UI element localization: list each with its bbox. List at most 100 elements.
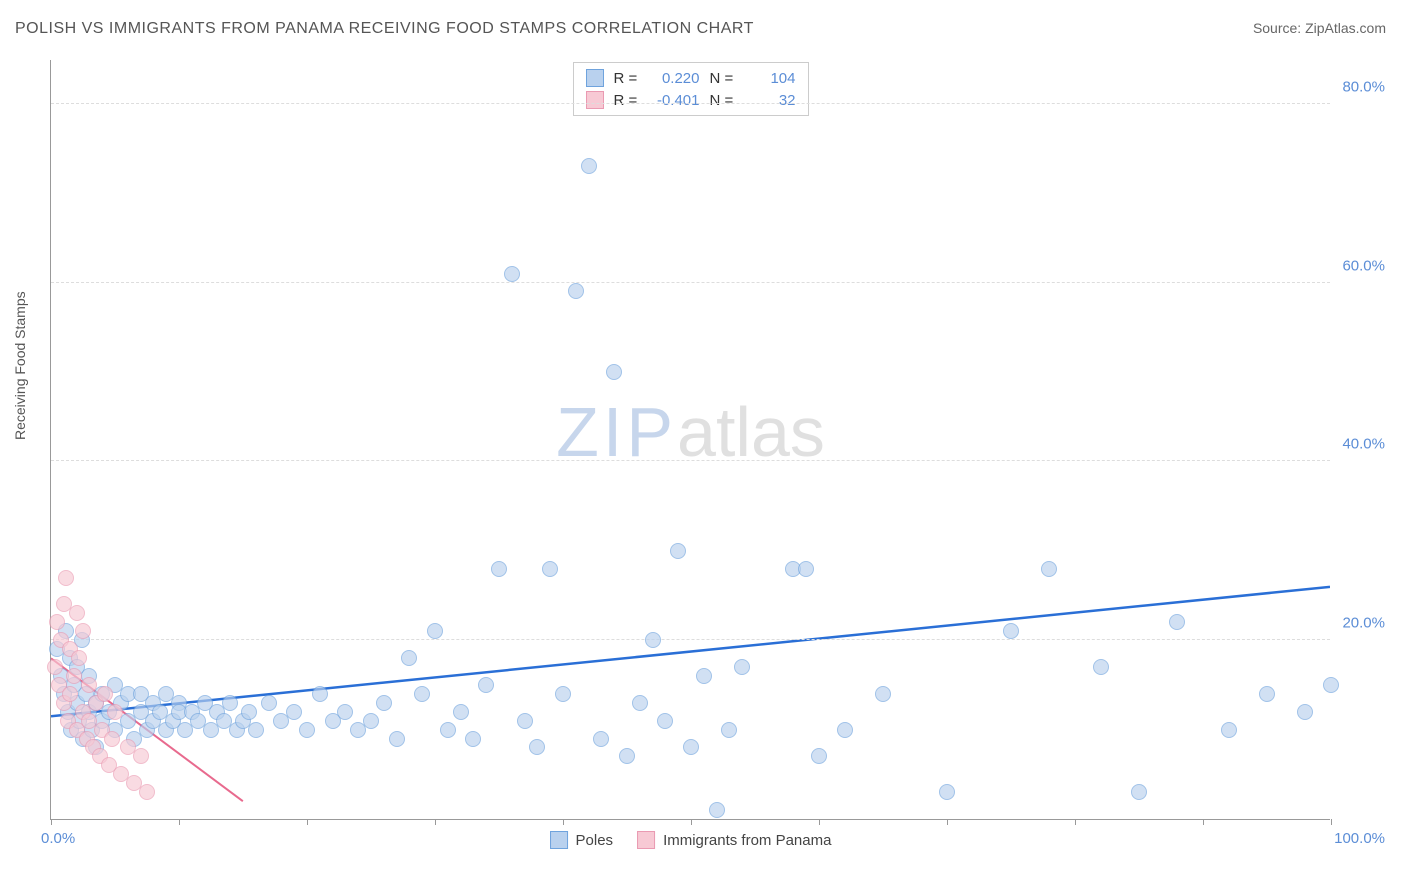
data-point: [1093, 659, 1109, 675]
data-point: [376, 695, 392, 711]
data-point: [811, 748, 827, 764]
data-point: [709, 802, 725, 818]
legend-swatch: [586, 91, 604, 109]
data-point: [683, 739, 699, 755]
data-point: [97, 686, 113, 702]
data-point: [696, 668, 712, 684]
data-point: [453, 704, 469, 720]
gridline: [51, 282, 1330, 283]
x-tick: [691, 819, 692, 825]
data-point: [133, 748, 149, 764]
data-point: [1003, 623, 1019, 639]
data-point: [478, 677, 494, 693]
data-point: [75, 623, 91, 639]
x-tick: [179, 819, 180, 825]
data-point: [71, 650, 87, 666]
data-point: [542, 561, 558, 577]
data-point: [875, 686, 891, 702]
legend-n-value: 32: [746, 92, 796, 109]
data-point: [363, 713, 379, 729]
trend-line: [51, 587, 1330, 716]
data-point: [401, 650, 417, 666]
data-point: [1131, 784, 1147, 800]
data-point: [568, 283, 584, 299]
x-tick: [819, 819, 820, 825]
data-point: [107, 704, 123, 720]
data-point: [837, 722, 853, 738]
data-point: [465, 731, 481, 747]
x-tick: [1203, 819, 1204, 825]
watermark-atlas: atlas: [677, 393, 825, 471]
data-point: [734, 659, 750, 675]
legend-n-value: 104: [746, 70, 796, 87]
data-point: [286, 704, 302, 720]
legend-r-label: R =: [614, 70, 640, 87]
data-point: [261, 695, 277, 711]
data-point: [66, 668, 82, 684]
legend-r-value: 0.220: [650, 70, 700, 87]
watermark-zip: ZIP: [556, 393, 677, 471]
x-tick: [307, 819, 308, 825]
legend-correlation-box: R = 0.220 N = 104R = -0.401 N = 32: [573, 62, 809, 116]
data-point: [721, 722, 737, 738]
legend-series: Poles Immigrants from Panama: [550, 831, 832, 849]
legend-swatch: [586, 69, 604, 87]
x-tick: [947, 819, 948, 825]
data-point: [337, 704, 353, 720]
data-point: [312, 686, 328, 702]
data-point: [440, 722, 456, 738]
data-point: [414, 686, 430, 702]
chart-title: POLISH VS IMMIGRANTS FROM PANAMA RECEIVI…: [15, 20, 754, 38]
legend-series-item: Immigrants from Panama: [637, 831, 831, 849]
legend-swatch: [637, 831, 655, 849]
data-point: [657, 713, 673, 729]
data-point: [798, 561, 814, 577]
data-point: [49, 614, 65, 630]
legend-n-label: N =: [710, 70, 736, 87]
data-point: [1297, 704, 1313, 720]
data-point: [241, 704, 257, 720]
x-tick: [435, 819, 436, 825]
gridline: [51, 460, 1330, 461]
y-tick-label: 60.0%: [1342, 257, 1385, 274]
gridline: [51, 103, 1330, 104]
data-point: [389, 731, 405, 747]
data-point: [581, 158, 597, 174]
data-point: [248, 722, 264, 738]
legend-swatch: [550, 831, 568, 849]
data-point: [1259, 686, 1275, 702]
data-point: [1221, 722, 1237, 738]
x-axis-start-label: 0.0%: [41, 830, 75, 847]
data-point: [593, 731, 609, 747]
data-point: [504, 266, 520, 282]
data-point: [222, 695, 238, 711]
legend-n-label: N =: [710, 92, 736, 109]
y-axis-label: Receiving Food Stamps: [12, 291, 28, 440]
data-point: [1041, 561, 1057, 577]
data-point: [555, 686, 571, 702]
data-point: [427, 623, 443, 639]
data-point: [1169, 614, 1185, 630]
legend-series-label: Immigrants from Panama: [663, 832, 831, 849]
plot-area: ZIPatlas R = 0.220 N = 104R = -0.401 N = 32 0.…: [50, 60, 1330, 820]
legend-r-value: -0.401: [650, 92, 700, 109]
data-point: [58, 570, 74, 586]
data-point: [529, 739, 545, 755]
data-point: [939, 784, 955, 800]
x-tick: [51, 819, 52, 825]
data-point: [619, 748, 635, 764]
data-point: [139, 784, 155, 800]
source-prefix: Source:: [1253, 20, 1305, 36]
data-point: [299, 722, 315, 738]
x-axis-end-label: 100.0%: [1334, 830, 1385, 847]
x-tick: [1075, 819, 1076, 825]
source-name: ZipAtlas.com: [1305, 20, 1386, 36]
y-tick-label: 20.0%: [1342, 615, 1385, 632]
data-point: [670, 543, 686, 559]
legend-series-item: Poles: [550, 831, 614, 849]
data-point: [47, 659, 63, 675]
gridline: [51, 639, 1330, 640]
data-point: [1323, 677, 1339, 693]
legend-series-label: Poles: [576, 832, 614, 849]
legend-correlation-row: R = 0.220 N = 104: [586, 67, 796, 89]
